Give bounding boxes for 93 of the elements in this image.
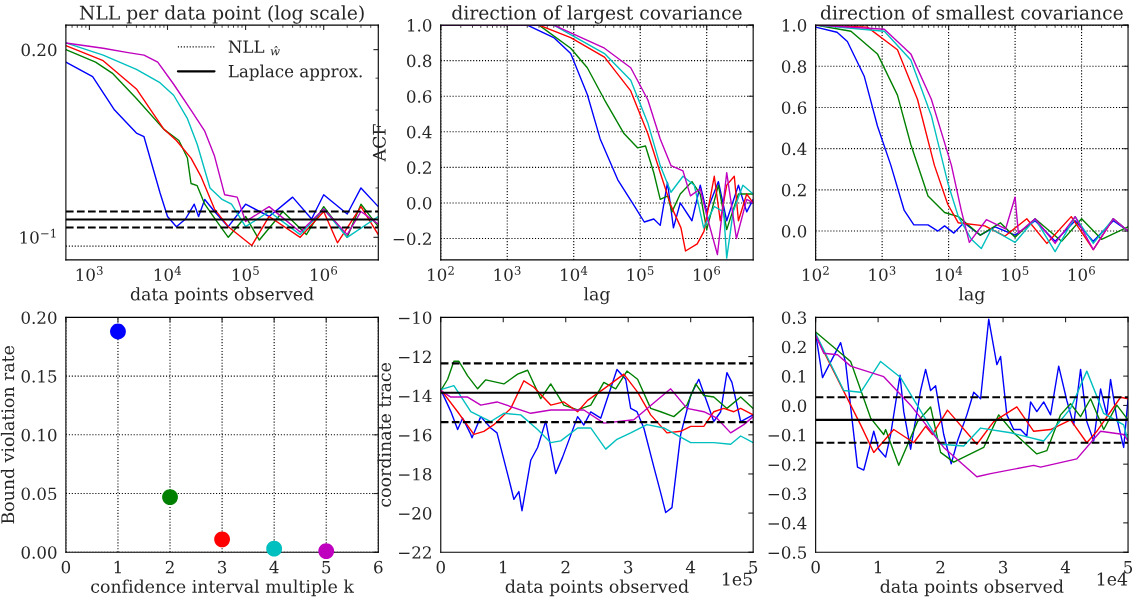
x-tick-label: 1 xyxy=(499,560,507,574)
y-tick-label: −14 xyxy=(399,389,432,403)
x-axis-title: lag xyxy=(958,287,985,305)
y-tick-label: 0.15 xyxy=(21,370,57,383)
x-tick-label: 1 xyxy=(114,560,121,574)
x-axis-title: confidence interval multiple k xyxy=(91,579,355,597)
x-tick-label: 5 xyxy=(1124,561,1133,574)
y-tick-label: 0.2 xyxy=(781,340,806,354)
x-axis-title: lag xyxy=(583,287,610,305)
y-tick-label: 0.8 xyxy=(781,60,807,73)
x-tick-label: 10$^{6}$ xyxy=(311,266,338,281)
x-tick-label: 0 xyxy=(61,560,71,574)
x-tick-label: 10$^{2}$ xyxy=(803,266,829,281)
y-tick-label: 1.0 xyxy=(407,19,432,32)
x-tick-label: 4 xyxy=(685,560,696,574)
y-tick-label: 0.20 xyxy=(21,43,57,57)
line-series xyxy=(440,385,754,450)
y-tick-label: −18 xyxy=(399,467,432,481)
y-tick-label: 0.0 xyxy=(407,196,432,210)
y-tick-label: 10$^{−1}$ xyxy=(20,228,56,244)
point xyxy=(162,489,178,505)
y-tick-label: 0.0 xyxy=(781,399,807,413)
x-tick-label: 2 xyxy=(561,560,570,574)
y-tick-label: 1.0 xyxy=(782,19,807,32)
point xyxy=(266,540,283,557)
y-tick-label: −0.3 xyxy=(768,487,807,501)
y-tick-label: 0.00 xyxy=(21,546,57,559)
x-tick-label: 10$^{6}$ xyxy=(694,266,721,281)
y-tick-label: −22 xyxy=(399,546,431,559)
chart-title: direction of largest covariance xyxy=(452,5,742,24)
line-series xyxy=(440,368,754,514)
y-tick-label: 0.05 xyxy=(21,487,57,501)
x-tick-label: 3 xyxy=(999,560,1008,574)
y-axis-title: Bound violation rate xyxy=(0,345,15,524)
x-tick-label: 6 xyxy=(374,560,383,574)
y-tick-label: 0.2 xyxy=(781,183,806,197)
chart-title: direction of smallest covariance xyxy=(820,5,1123,20)
y-tick-label: 0.6 xyxy=(781,101,807,115)
line-series xyxy=(440,388,754,434)
legend-label: Laplace approx. xyxy=(228,64,362,81)
x-tick-label: 10$^{5}$ xyxy=(1002,266,1029,282)
y-tick-label: −0.1 xyxy=(768,428,805,442)
x-axis-title: data points observed xyxy=(130,287,314,304)
x-tick-label: 2 xyxy=(165,560,174,574)
y-tick-label: 0.0 xyxy=(781,225,807,238)
y-tick-label: −12 xyxy=(399,350,431,363)
y-tick-label: −10 xyxy=(399,311,432,324)
x-tick-label: 1 xyxy=(874,560,882,574)
x-tick-label: 0 xyxy=(811,560,820,574)
point xyxy=(110,323,126,340)
text: 1e5 xyxy=(722,572,752,586)
text: 1e4 xyxy=(1097,572,1128,586)
x-axis-title: data points observed xyxy=(505,579,689,597)
point xyxy=(214,531,231,548)
y-tick-label: 0.4 xyxy=(407,125,432,139)
y-tick-label: −0.5 xyxy=(768,546,807,559)
x-tick-label: 10$^{5}$ xyxy=(627,266,654,282)
x-tick-label: 4 xyxy=(1060,560,1071,574)
y-tick-label: 0.1 xyxy=(781,370,805,383)
y-tick-label: −0.2 xyxy=(768,458,806,471)
y-tick-label: 0.6 xyxy=(407,90,432,103)
x-tick-label: 5 xyxy=(322,561,331,574)
y-tick-label: 0.10 xyxy=(21,428,57,442)
y-tick-label: 0.8 xyxy=(407,54,432,68)
x-tick-label: 5 xyxy=(749,561,758,574)
x-tick-label: 10$^{4}$ xyxy=(154,266,182,281)
x-tick-label: 10$^{4}$ xyxy=(561,266,588,281)
x-tick-label: 10$^{6}$ xyxy=(1068,266,1095,281)
x-tick-label: 4 xyxy=(269,560,279,574)
x-tick-label: 10$^{5}$ xyxy=(232,266,259,282)
x-tick-label: 2 xyxy=(936,560,945,574)
y-tick-label: −0.2 xyxy=(393,232,431,246)
line-series xyxy=(440,360,754,418)
x-tick-label: 10$^{3}$ xyxy=(494,266,521,281)
y-tick-label: 0.4 xyxy=(781,142,807,156)
y-tick-label: −0.4 xyxy=(768,516,807,530)
x-tick-label: 10$^{2}$ xyxy=(428,266,454,281)
x-tick-label: 10$^{3}$ xyxy=(76,266,103,281)
x-tick-label: 3 xyxy=(624,560,633,574)
point xyxy=(318,543,335,559)
x-tick-label: 10$^{3}$ xyxy=(869,266,896,281)
y-axis-title: coordinate trace xyxy=(377,362,392,507)
y-tick-label: 0.3 xyxy=(781,311,807,324)
x-axis-title: data points observed xyxy=(880,579,1064,597)
x-tick-label: 0 xyxy=(436,560,445,574)
x-tick-label: 10$^{4}$ xyxy=(935,266,963,281)
y-tick-label: −16 xyxy=(399,428,432,442)
y-tick-label: 0.20 xyxy=(21,311,57,324)
x-tick-label: 3 xyxy=(218,560,227,574)
y-tick-label: −20 xyxy=(399,507,432,520)
y-tick-label: 0.2 xyxy=(407,161,431,174)
chart-title: NLL per data point (log scale) xyxy=(79,5,364,24)
legend-label: NLL $_{ŵ}$ xyxy=(228,40,280,56)
